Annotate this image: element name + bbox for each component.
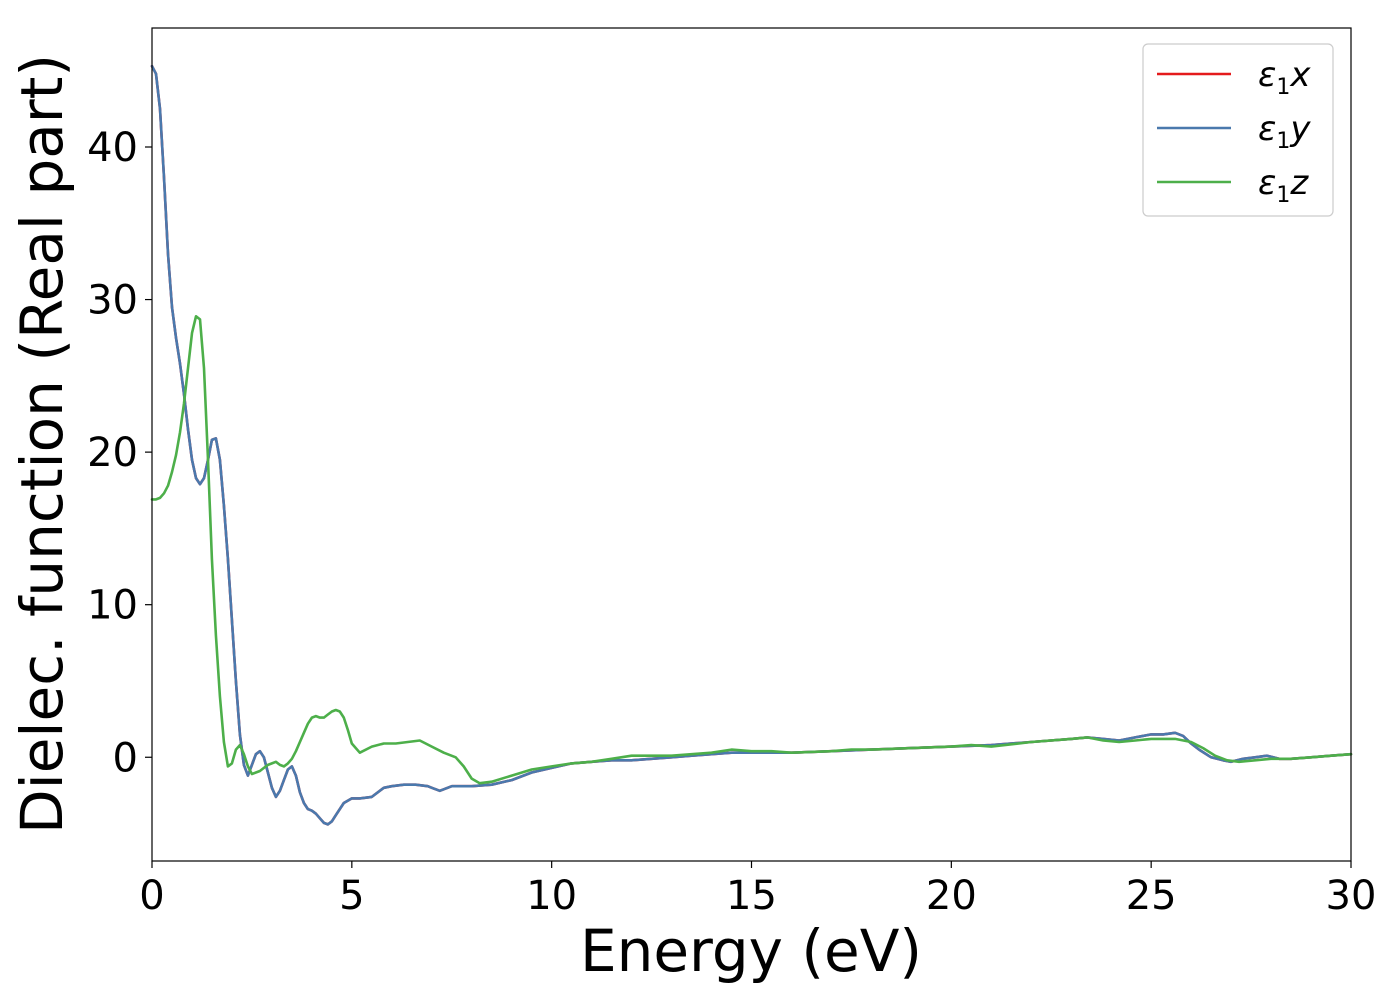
y-tick-label: 0 [113,735,138,781]
x-tick-label: 5 [339,873,364,919]
series-layer [150,64,1353,826]
series-line-z [150,315,1353,785]
x-tick-label: 20 [926,873,977,919]
series-line-y [150,64,1353,826]
legend-label-x: ε1x [1258,55,1311,100]
legend: ε1x ε1y ε1z [1142,43,1334,217]
x-tick-label: 30 [1326,873,1377,919]
y-tick-label: 30 [87,278,138,324]
x-tick-label: 25 [1126,873,1177,919]
y-tick-label: 40 [87,125,138,171]
y-axis-label: Dielec. function (Real part) [8,54,76,834]
x-tick-label: 0 [139,873,164,919]
x-tick-label: 10 [526,873,577,919]
x-axis-label: Energy (eV) [580,917,922,985]
x-axis-ticks: 0 5 10 15 20 25 30 [139,861,1376,919]
legend-label-z: ε1z [1258,163,1309,208]
y-tick-label: 10 [87,583,138,629]
legend-label-y: ε1y [1258,109,1311,154]
legend-box [1142,43,1334,217]
y-axis-ticks: 0 10 20 30 40 [87,125,152,781]
y-tick-label: 20 [87,430,138,476]
x-tick-label: 15 [726,873,777,919]
